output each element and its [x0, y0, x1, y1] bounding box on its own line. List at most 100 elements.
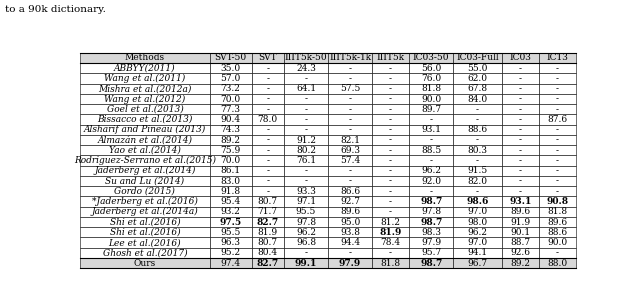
Text: IIIT5k: IIIT5k — [376, 54, 404, 63]
Text: -: - — [389, 105, 392, 114]
Bar — [453, 227, 502, 237]
Bar — [252, 104, 284, 114]
Text: -: - — [349, 95, 351, 104]
Text: 35.0: 35.0 — [221, 64, 241, 73]
Bar — [284, 114, 328, 125]
Text: -: - — [389, 64, 392, 73]
Bar — [539, 227, 576, 237]
Bar — [372, 125, 409, 135]
Text: 98.7: 98.7 — [420, 218, 442, 226]
Text: 98.6: 98.6 — [467, 197, 489, 206]
Bar — [210, 135, 252, 145]
Text: -: - — [305, 166, 307, 175]
Bar — [453, 94, 502, 104]
Bar — [210, 248, 252, 258]
Text: Ours: Ours — [134, 259, 156, 268]
Text: 96.8: 96.8 — [296, 238, 316, 247]
Bar — [252, 63, 284, 73]
Bar — [328, 196, 372, 207]
Text: -: - — [556, 248, 559, 257]
Bar — [210, 84, 252, 94]
Bar — [252, 186, 284, 196]
Bar — [284, 155, 328, 166]
Bar — [409, 196, 453, 207]
Text: to a 90k dictionary.: to a 90k dictionary. — [5, 5, 106, 14]
Text: -: - — [429, 156, 433, 165]
Bar — [409, 145, 453, 155]
Bar — [252, 135, 284, 145]
Bar — [453, 155, 502, 166]
Bar — [453, 114, 502, 125]
Bar — [409, 227, 453, 237]
Text: 69.3: 69.3 — [340, 146, 360, 155]
Bar — [328, 237, 372, 248]
Text: -: - — [476, 115, 479, 124]
Text: 89.2: 89.2 — [510, 259, 531, 268]
Text: 97.5: 97.5 — [220, 218, 242, 226]
Bar — [453, 73, 502, 84]
Text: IC03: IC03 — [509, 54, 531, 63]
Bar — [539, 145, 576, 155]
Text: Yao et al.(2014): Yao et al.(2014) — [109, 146, 181, 155]
Bar — [328, 176, 372, 186]
Text: IIIT5k-50: IIIT5k-50 — [285, 54, 327, 63]
Bar — [80, 248, 210, 258]
Bar — [409, 114, 453, 125]
Bar — [372, 135, 409, 145]
Bar — [502, 135, 539, 145]
Bar — [80, 196, 210, 207]
Bar — [453, 248, 502, 258]
Text: 90.4: 90.4 — [221, 115, 241, 124]
Text: Gordo (2015): Gordo (2015) — [115, 187, 175, 196]
Bar — [539, 94, 576, 104]
Text: 90.0: 90.0 — [421, 95, 441, 104]
Text: Jaderberg et al.(2014): Jaderberg et al.(2014) — [94, 166, 196, 175]
Text: -: - — [519, 166, 522, 175]
Bar — [372, 104, 409, 114]
Text: 73.2: 73.2 — [221, 84, 241, 93]
Bar — [80, 227, 210, 237]
Bar — [210, 73, 252, 84]
Bar — [252, 176, 284, 186]
Bar — [502, 125, 539, 135]
Bar — [409, 248, 453, 258]
Bar — [210, 114, 252, 125]
Text: -: - — [476, 136, 479, 144]
Bar — [284, 104, 328, 114]
Text: 89.6: 89.6 — [510, 207, 531, 216]
Text: 95.2: 95.2 — [221, 248, 241, 257]
Text: -: - — [266, 166, 269, 175]
Text: -: - — [349, 64, 351, 73]
Bar — [284, 217, 328, 227]
Text: 81.8: 81.8 — [421, 84, 441, 93]
Text: -: - — [389, 248, 392, 257]
Bar — [539, 166, 576, 176]
Text: -: - — [389, 95, 392, 104]
Bar — [502, 176, 539, 186]
Bar — [210, 217, 252, 227]
Bar — [252, 217, 284, 227]
Text: -: - — [266, 64, 269, 73]
Text: 96.2: 96.2 — [296, 228, 316, 237]
Text: -: - — [519, 187, 522, 196]
Text: 98.3: 98.3 — [421, 228, 441, 237]
Bar — [453, 84, 502, 94]
Text: IC03-Full: IC03-Full — [456, 54, 499, 63]
Bar — [210, 155, 252, 166]
Text: 64.1: 64.1 — [296, 84, 316, 93]
Text: 76.0: 76.0 — [421, 74, 441, 83]
Bar — [328, 135, 372, 145]
Text: 83.0: 83.0 — [221, 177, 241, 185]
Bar — [539, 104, 576, 114]
Bar — [328, 125, 372, 135]
Text: -: - — [266, 95, 269, 104]
Text: 91.5: 91.5 — [467, 166, 488, 175]
Bar — [284, 248, 328, 258]
Text: 82.1: 82.1 — [340, 136, 360, 144]
Bar — [409, 135, 453, 145]
Text: 92.7: 92.7 — [340, 197, 360, 206]
Bar — [409, 217, 453, 227]
Text: -: - — [389, 177, 392, 185]
Bar — [328, 155, 372, 166]
Bar — [328, 207, 372, 217]
